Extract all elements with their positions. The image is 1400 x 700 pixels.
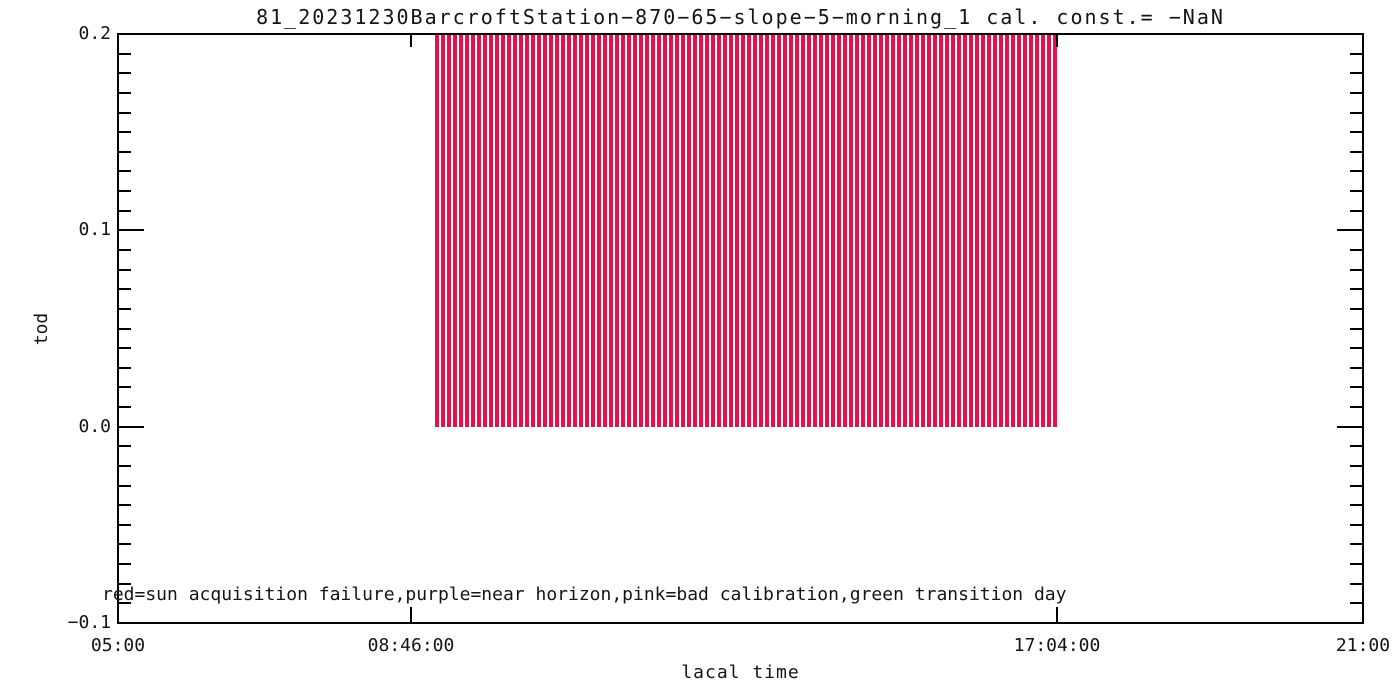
y-axis-tick: [1350, 504, 1363, 506]
y-axis-tick: [1350, 269, 1363, 271]
y-axis-tick: [1350, 92, 1363, 94]
y-axis-tick: [118, 92, 131, 94]
x-tick-label: 21:00: [1335, 635, 1391, 656]
y-axis-tick: [118, 543, 131, 545]
y-axis-tick: [1350, 328, 1363, 330]
y-axis-tick: [118, 269, 131, 271]
legend-note: red=sun acquisition failure,purple=near …: [102, 584, 1067, 605]
y-tick-label: 0.0: [78, 416, 111, 437]
y-axis-tick: [118, 151, 131, 153]
y-axis-tick: [1350, 543, 1363, 545]
y-axis-tick: [118, 524, 131, 526]
y-axis-tick: [1350, 288, 1363, 290]
y-axis-tick: [1350, 563, 1363, 565]
y-axis-tick: [118, 485, 131, 487]
y-axis-tick: [1350, 190, 1363, 192]
y-axis-tick: [1350, 53, 1363, 55]
y-axis-tick: [1350, 72, 1363, 74]
y-axis-tick: [1350, 524, 1363, 526]
y-axis-tick: [1350, 602, 1363, 604]
y-axis-tick: [1350, 367, 1363, 369]
y-axis-tick: [118, 190, 131, 192]
y-axis-tick: [118, 426, 144, 428]
y-axis-tick: [1350, 386, 1363, 388]
x-axis-tick: [1056, 34, 1058, 47]
x-axis-tick: [410, 34, 412, 47]
y-axis-tick: [1350, 308, 1363, 310]
y-axis-tick: [118, 288, 131, 290]
y-axis-tick: [1350, 170, 1363, 172]
y-axis-tick: [118, 622, 144, 624]
y-axis-tick: [1350, 583, 1363, 585]
y-axis-tick: [1350, 485, 1363, 487]
y-axis-tick: [118, 386, 131, 388]
y-axis-tick: [118, 602, 131, 604]
y-axis-tick: [118, 504, 131, 506]
y-tick-label: −0.1: [67, 612, 111, 633]
y-axis-tick: [118, 170, 131, 172]
y-axis-tick: [118, 53, 131, 55]
y-axis-tick: [1350, 347, 1363, 349]
y-axis-tick: [118, 229, 144, 231]
y-axis-tick: [118, 445, 131, 447]
y-axis-tick: [118, 72, 131, 74]
x-tick-label: 05:00: [90, 635, 146, 656]
x-axis-tick: [1056, 607, 1058, 623]
y-axis-tick: [118, 112, 131, 114]
y-axis-tick: [118, 563, 131, 565]
y-axis-tick: [118, 33, 144, 35]
y-axis-tick: [118, 308, 131, 310]
y-axis-tick: [1337, 622, 1363, 624]
y-axis-tick: [1337, 229, 1363, 231]
plot-area-frame: [117, 33, 1364, 624]
x-axis-title: lacal time: [681, 662, 800, 683]
y-axis-tick: [118, 406, 131, 408]
y-axis-tick: [118, 347, 131, 349]
y-axis-tick: [1350, 445, 1363, 447]
y-axis-tick: [1350, 249, 1363, 251]
y-axis-tick: [1350, 210, 1363, 212]
y-tick-label: 0.1: [78, 219, 111, 240]
x-tick-label: 08:46:00: [367, 635, 455, 656]
y-axis-tick: [118, 249, 131, 251]
red-bars-region: [435, 34, 1059, 427]
y-axis-tick: [1337, 33, 1363, 35]
y-axis-tick: [1350, 406, 1363, 408]
y-axis-tick: [118, 210, 131, 212]
y-axis-tick: [1350, 131, 1363, 133]
y-axis-tick: [118, 583, 131, 585]
x-axis-tick: [410, 607, 412, 623]
y-axis-tick: [118, 131, 131, 133]
y-axis-tick: [1337, 426, 1363, 428]
y-axis-tick: [118, 367, 131, 369]
y-axis-tick: [1350, 151, 1363, 153]
y-axis-title: tod: [31, 312, 52, 346]
chart-title: 81_20231230BarcroftStation−870−65−slope−…: [256, 5, 1225, 29]
y-axis-tick: [118, 465, 131, 467]
y-axis-tick: [118, 328, 131, 330]
y-tick-label: 0.2: [78, 23, 111, 44]
y-axis-tick: [1350, 465, 1363, 467]
y-axis-tick: [1350, 112, 1363, 114]
x-tick-label: 17:04:00: [1013, 635, 1101, 656]
